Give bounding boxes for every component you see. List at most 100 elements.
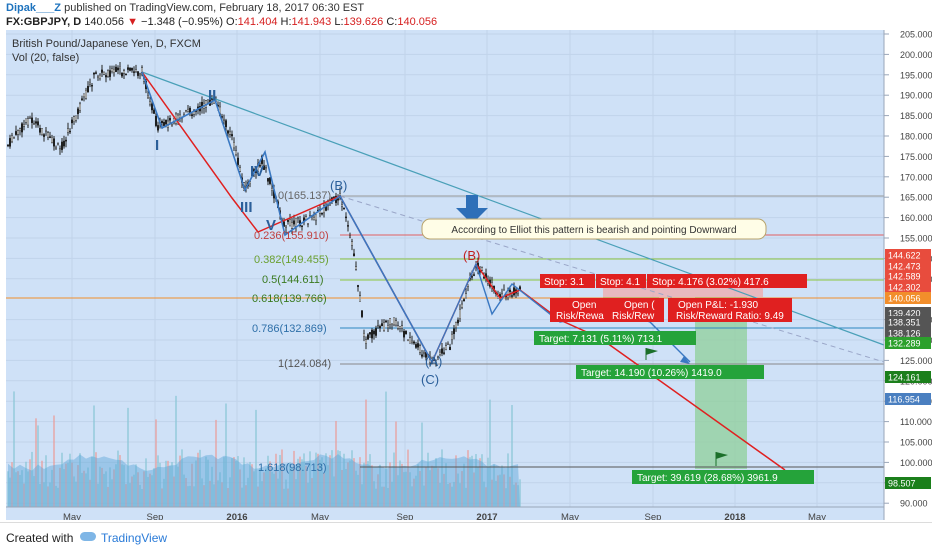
candle-body (33, 123, 36, 125)
tradingview-logo[interactable]: TradingView (80, 531, 167, 545)
candle-body (190, 114, 193, 116)
volume-bar (517, 485, 519, 507)
volume-bar (491, 479, 493, 507)
volume-bar (461, 471, 463, 507)
volume-bar (503, 474, 505, 507)
target-tag-2[interactable] (576, 365, 764, 379)
candle-body (383, 322, 386, 331)
volume-bar (21, 470, 23, 507)
candle-body (269, 177, 272, 184)
candle-body (471, 276, 474, 278)
volume-bar (469, 457, 471, 507)
stop-tag-3[interactable] (647, 274, 807, 288)
candle-body (283, 221, 286, 227)
volume-bar (31, 451, 33, 507)
time-axis[interactable]: May Sep 2016 May Sep 2017 May Sep 2018 May (63, 512, 826, 520)
volume-bar (237, 456, 239, 507)
volume-bar (343, 453, 345, 507)
open-tag-2[interactable] (608, 298, 664, 322)
volume-bar (453, 481, 455, 507)
volume-bar (7, 471, 9, 507)
candle-body (415, 344, 418, 348)
candle-body (106, 70, 109, 77)
candle-body (285, 225, 288, 228)
volume-bar (19, 474, 21, 507)
candle-body (41, 128, 44, 135)
target-text-2: Target: 14.190 (10.26%) 1419.0 (581, 368, 722, 379)
candle-body (381, 323, 384, 327)
candle-body (114, 66, 117, 73)
volume-bar (279, 454, 281, 507)
volume-legend[interactable]: Vol (20, false) (12, 52, 79, 64)
volume-bar (299, 456, 301, 507)
candle-body (443, 352, 446, 354)
volume-bar (233, 457, 235, 507)
candle-body (351, 241, 354, 246)
stop-tag-2[interactable] (596, 274, 646, 288)
volume-bar (373, 481, 375, 507)
candle-body (341, 204, 344, 207)
price-tag (885, 260, 931, 272)
price-tag (885, 281, 931, 293)
volume-bar (67, 462, 69, 507)
price-tag-text: 116.954 (888, 395, 920, 405)
volume-bar (151, 475, 153, 507)
target-tag-3[interactable] (632, 470, 814, 484)
volume-bar (379, 464, 381, 507)
volume-bar (73, 476, 75, 507)
callout-box[interactable] (421, 218, 767, 240)
volume-bar (269, 461, 271, 507)
volume-bar (347, 462, 349, 507)
wave-label-b-red: (B) (463, 248, 480, 263)
candle-body (134, 69, 137, 72)
price-tag-text: 142.473 (888, 262, 921, 272)
volume-bar (449, 482, 451, 507)
volume-bar (131, 476, 133, 507)
price-scale-label: 175.000 (900, 152, 932, 162)
volume-bar (191, 463, 193, 507)
volume-bar (25, 461, 27, 507)
price-tag-text: 144.622 (888, 251, 921, 261)
price-scale-label: 155.000 (900, 234, 932, 244)
candle-body (66, 128, 69, 133)
fib-label-1618: 1.618(98.713) (258, 462, 327, 474)
volume-bar (493, 464, 495, 507)
volume-bar (53, 415, 55, 507)
candle-body (449, 346, 452, 351)
instrument-legend[interactable]: British Pound/Japanese Yen, D, FXCM (12, 38, 201, 50)
price-tag (885, 316, 931, 328)
open-pnl-text: Open P&L: -1.930 (678, 300, 758, 311)
volume-bar (77, 465, 79, 507)
candle-body (86, 86, 89, 93)
volume-bar (109, 467, 111, 507)
volume-bar (415, 475, 417, 507)
open-pnl-tag[interactable] (668, 298, 792, 322)
volume-bar (385, 391, 387, 507)
volume-bar (173, 476, 175, 507)
volume-bar (457, 473, 459, 507)
volume-bar (91, 456, 93, 507)
price-chart[interactable]: According to Elliot this pattern is bear… (0, 30, 932, 520)
open-label: O: (226, 16, 238, 28)
volume-bar (331, 450, 333, 507)
volume-bar (259, 468, 261, 507)
candle-body (234, 150, 237, 155)
candle-body (146, 95, 149, 98)
candle-body (365, 339, 368, 344)
volume-bar (391, 481, 393, 507)
candle-body (457, 319, 460, 324)
price-scale-label: 190.000 (900, 91, 932, 101)
open-tag-1[interactable] (550, 298, 612, 322)
volume-bar (183, 474, 185, 507)
symbol-label[interactable]: FX:GBPJPY, D (6, 16, 82, 28)
volume-bar (103, 473, 105, 507)
stop-tag-1[interactable] (540, 274, 595, 288)
target-tag-1[interactable] (534, 331, 696, 345)
volume-bar (253, 471, 255, 507)
author-link[interactable]: Dipak___Z (6, 2, 62, 14)
candle-body (232, 142, 235, 149)
candle-body (104, 75, 107, 78)
candle-body (152, 109, 155, 114)
elliott-wave-path[interactable] (141, 71, 433, 363)
